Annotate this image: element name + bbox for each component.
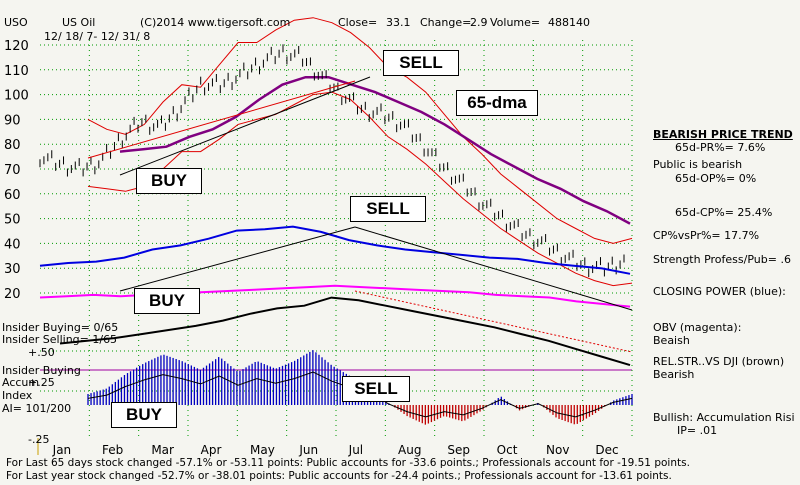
closing-power-downtrend (354, 226, 633, 311)
lower-band-line (87, 91, 633, 287)
x-tick-label: Nov (546, 443, 569, 457)
grid-lines (37, 40, 633, 455)
buy-callout-mid: BUY (134, 288, 200, 314)
ma-callout: 65-dma (456, 90, 538, 116)
x-tick-label: Apr (201, 443, 222, 457)
insider-selling: Insider Selling= 1/65 (2, 333, 118, 346)
insider-buying: Insider Buying (2, 364, 81, 377)
public-state: Public is bearish (653, 158, 743, 171)
x-tick-label: Jan (52, 443, 72, 457)
footer-line-1: For Last 65 days stock changed -57.1% or… (6, 457, 690, 469)
obv-state: Beaish (653, 334, 690, 347)
y-tick-label: 20 (4, 287, 21, 302)
index-label: Index (2, 389, 33, 402)
ip-value: IP= .01 (677, 424, 718, 437)
close-label: Close= (338, 16, 378, 29)
change-value: 2.9 (470, 16, 488, 29)
pr-value: 65d-PR%= 7.6% (675, 141, 766, 154)
x-tick-label: Oct (497, 443, 518, 457)
sell-callout-bottom: SELL (342, 376, 410, 402)
op-value: 65d-OP%= 0% (675, 172, 757, 185)
plus50-label: +.50 (28, 346, 55, 359)
upper-band-line (87, 17, 633, 244)
buy-callout-bottom: BUY (111, 402, 177, 428)
y-tick-label: 100 (4, 89, 29, 104)
x-tick-label: Sep (447, 443, 470, 457)
trend-lines (87, 76, 633, 353)
x-tick-label: Jul (348, 443, 363, 457)
trend-title: BEARISH PRICE TREND (653, 128, 793, 141)
relstr-state: Bearish (653, 368, 695, 381)
volume-value: 488140 (548, 16, 590, 29)
closing-power-label: CLOSING POWER (blue): (653, 285, 786, 298)
x-tick-label: Jun (298, 443, 318, 457)
accum-label: Accum (2, 376, 40, 389)
y-tick-label: 30 (4, 262, 21, 277)
y-tick-label: 60 (4, 188, 21, 203)
rel-str-line (59, 296, 631, 367)
date-range: 12/ 18/ 7- 12/ 31/ 8 (44, 30, 151, 43)
x-tick-label: Mar (151, 443, 174, 457)
price-band-trend-line (87, 80, 356, 159)
cpvspr-value: CP%vsPr%= 17.7% (653, 229, 760, 242)
plus25-label: +.25 (28, 376, 55, 389)
y-axis-ticks: 20 30 40 50 60 70 80 90 100 110 120 (4, 39, 29, 302)
buy-callout-top: BUY (136, 168, 202, 194)
ticker: USO (4, 16, 28, 29)
y-tick-label: 50 (4, 213, 21, 228)
obv-label: OBV (magenta): (653, 321, 742, 334)
closing-power-line (39, 225, 631, 275)
insider-buying-count: Insider Buying= 0/65 (2, 321, 119, 334)
minus25-label: -.25 (28, 433, 50, 446)
sell-callout-mid: SELL (350, 196, 426, 222)
volume-label: Volume= (490, 16, 541, 29)
y-tick-label: 80 (4, 138, 21, 153)
y-tick-label: 70 (4, 163, 21, 178)
ticker-name: US Oil (62, 16, 96, 29)
relstr-label: REL.STR..VS DJI (brown) (653, 355, 785, 368)
sell-callout-top: SELL (383, 50, 459, 76)
copyright: (C)2014 www.tigersoft.com (140, 16, 291, 29)
x-tick-label: May (250, 443, 275, 457)
x-tick-label: Dec (595, 443, 618, 457)
y-tick-label: 90 (4, 113, 21, 128)
y-tick-label: 120 (4, 39, 29, 54)
cp-value: 65d-CP%= 25.4% (675, 206, 773, 219)
close-value: 33.1 (386, 16, 411, 29)
change-label: Change= (420, 16, 472, 29)
y-tick-label: 110 (4, 64, 29, 79)
accum-bull: Bullish: Accumulation Risi (653, 411, 795, 424)
footer-line-2: For Last year stock changed -52.7% or -3… (6, 470, 672, 482)
y-tick-label: 40 (4, 237, 21, 252)
ai-label: AI= 101/200 (2, 402, 72, 415)
strength-value: Strength Profess/Pub= .6 (653, 253, 791, 266)
closing-power-uptrend (119, 226, 356, 292)
x-tick-label: Aug (398, 443, 421, 457)
price-uptrend-line (119, 76, 371, 176)
x-tick-label: Feb (102, 443, 123, 457)
x-axis-labels: Jan Feb Mar Apr May Jun Jul Aug Sep Oct Nov Dec (52, 443, 619, 457)
ma65-line (119, 75, 631, 225)
rel-str-trend (354, 290, 633, 353)
